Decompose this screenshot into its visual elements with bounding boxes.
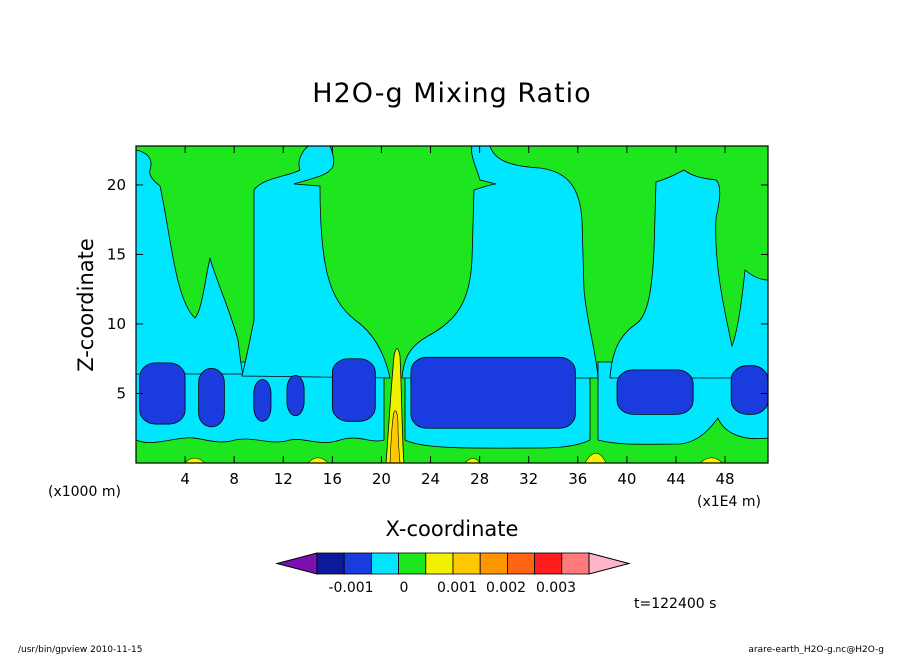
x-tick-label: 28	[470, 470, 489, 488]
x-tick-label: 20	[372, 470, 391, 488]
contour-yellow-spike	[385, 348, 405, 464]
x-tick-label: 48	[716, 470, 735, 488]
x-axis: 4 8 12 16 20 24 28 32 36 40 44 48	[180, 146, 735, 488]
y-tick-label: 10	[107, 315, 126, 333]
x-unit-right: (x1E4 m)	[697, 494, 761, 510]
colorbar-label: 0.001	[437, 580, 477, 596]
contour-cyan-plume-3	[401, 145, 599, 379]
colorbar-swatch	[561, 552, 590, 575]
colorbar-swatch	[506, 552, 535, 575]
plot-frame	[135, 145, 769, 464]
colorbar-label: -0.001	[328, 580, 373, 596]
x-tick-label: 24	[421, 470, 440, 488]
chart-title: H2O-g Mixing Ratio	[312, 78, 591, 109]
contour-blue-island-5	[331, 358, 376, 422]
colorbar-swatch	[479, 552, 508, 575]
y-tick-label: 15	[107, 245, 126, 263]
x-tick-label: 16	[323, 470, 342, 488]
colorbar-swatch	[398, 552, 427, 575]
y-tick-label: 20	[107, 176, 126, 194]
y-axis: 5 10 15 20	[107, 176, 768, 402]
colorbar-swatch	[316, 552, 345, 575]
colorbar-label: 0.003	[536, 580, 576, 596]
contour-blue-island-6	[410, 356, 576, 429]
contour-blue-islands	[139, 356, 769, 429]
colorbar-swatch	[370, 552, 399, 575]
x-axis-label: X-coordinate	[386, 517, 519, 541]
colorbar-arrow-low	[275, 552, 318, 575]
contour-blue-island-8	[730, 365, 769, 415]
x-tick-label: 32	[519, 470, 538, 488]
contour-blue-island-2	[198, 368, 225, 428]
colorbar-labels: -0.001 0 0.001 0.002 0.003	[328, 580, 576, 596]
footer-left: /usr/bin/gpview 2010-11-15	[18, 645, 142, 654]
y-tick-label: 5	[116, 384, 126, 402]
contour-blue-island-4	[286, 375, 305, 417]
contour-blue-island-7	[616, 369, 694, 415]
colorbar	[275, 552, 631, 575]
contour-blue-island-3	[253, 379, 272, 422]
footer-right: arare-earth_H2O-g.nc@H2O-g	[748, 645, 884, 654]
x-tick-label: 12	[274, 470, 293, 488]
x-tick-label: 36	[568, 470, 587, 488]
x-tick-label: 40	[617, 470, 636, 488]
x-unit-left: (x1000 m)	[48, 484, 121, 500]
colorbar-arrow-high	[588, 552, 631, 575]
colorbar-label: 0.002	[486, 580, 526, 596]
plot-area	[135, 145, 769, 464]
contour-cyan-plume-2	[241, 145, 391, 379]
colorbar-swatch	[343, 552, 372, 575]
x-tick-label: 4	[180, 470, 190, 488]
contour-cyan-plume-4	[609, 169, 769, 379]
colorbar-swatch	[534, 552, 563, 575]
contour-blue-island-1	[139, 362, 186, 425]
colorbar-swatch	[452, 552, 481, 575]
y-axis-label: Z-coordinate	[74, 238, 98, 372]
x-tick-label: 8	[229, 470, 239, 488]
time-label: t=122400 s	[634, 596, 716, 612]
colorbar-label: 0	[400, 580, 409, 596]
x-tick-label: 44	[666, 470, 685, 488]
colorbar-swatch	[425, 552, 454, 575]
contour-orange-spike	[389, 410, 401, 464]
contour-yellow-base	[184, 452, 723, 464]
contour-cyan-plume-1	[135, 149, 244, 375]
